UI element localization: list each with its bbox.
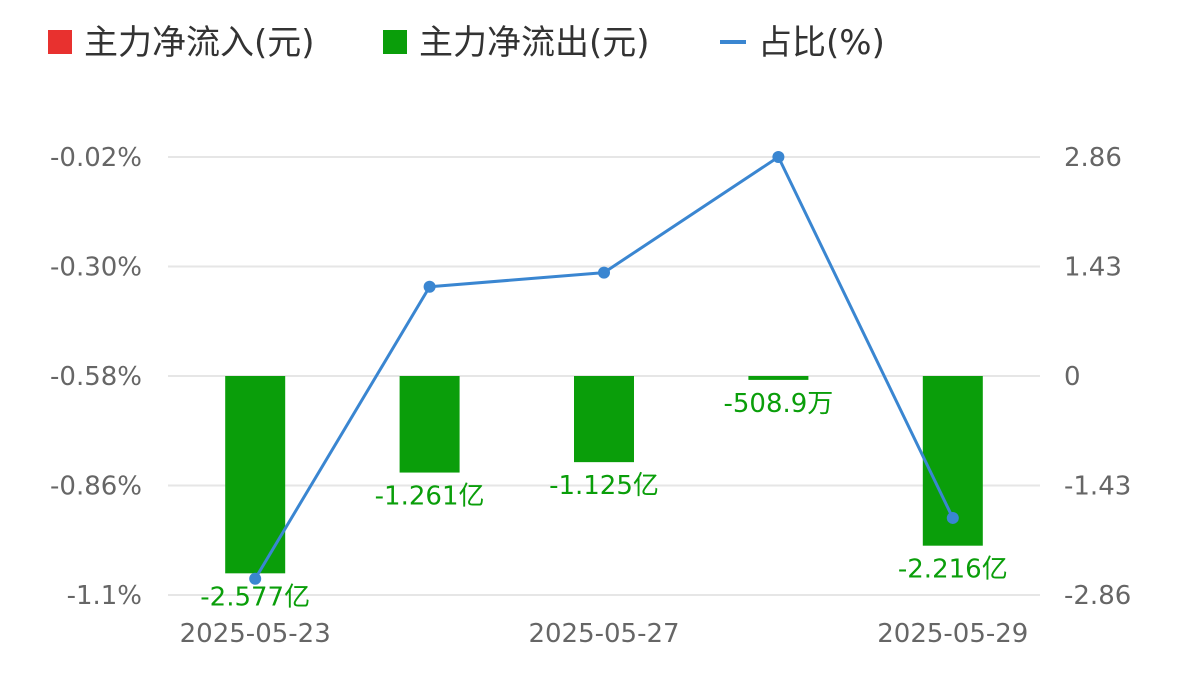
bar <box>748 376 809 380</box>
ratio-point <box>772 151 785 163</box>
bar <box>399 376 460 473</box>
bar-value-label: -1.261亿 <box>375 482 485 512</box>
left-tick-label: -0.02% <box>50 143 142 173</box>
bar-value-label: -2.216亿 <box>898 555 1008 585</box>
left-tick-label: -0.86% <box>50 472 142 502</box>
left-tick-label: -0.30% <box>50 253 142 283</box>
bar-labels: -2.577亿 -1.261亿 -1.125亿 -508.9万 -2.216亿 <box>200 389 1007 612</box>
left-tick-label: -1.1% <box>67 581 142 611</box>
right-axis: 2.86 1.43 0 -1.43 -2.86 <box>1064 143 1131 611</box>
left-axis: -0.02% -0.30% -0.58% -0.86% -1.1% <box>50 143 142 611</box>
gridlines <box>168 156 1040 596</box>
right-tick-label: -2.86 <box>1064 581 1131 611</box>
ratio-point <box>946 511 959 524</box>
bar <box>225 376 286 574</box>
ratio-line <box>253 155 955 580</box>
bar-value-label: -1.125亿 <box>549 471 659 501</box>
bar-series <box>225 376 983 574</box>
right-tick-label: -1.43 <box>1064 472 1131 502</box>
x-tick-label: 2025-05-29 <box>877 619 1028 649</box>
ratio-point <box>423 280 436 293</box>
right-tick-label: 0 <box>1064 362 1081 392</box>
bar-value-label: -2.577亿 <box>200 582 310 612</box>
legend-ratio-label: 占比(%) <box>758 23 885 63</box>
left-tick-label: -0.58% <box>50 362 142 392</box>
right-tick-label: 1.43 <box>1064 253 1122 283</box>
legend-outflow-swatch <box>383 30 407 54</box>
ratio-point <box>598 266 610 279</box>
legend-inflow-swatch <box>48 30 72 54</box>
bar <box>574 376 634 463</box>
x-tick-label: 2025-05-27 <box>528 619 679 649</box>
ratio-point <box>249 572 262 585</box>
x-tick-label: 2025-05-23 <box>180 619 331 649</box>
bar-value-label: -508.9万 <box>723 389 833 419</box>
legend-outflow-label: 主力净流出(元) <box>419 23 650 63</box>
ratio-line-series <box>249 151 959 585</box>
x-axis: 2025-05-23 2025-05-27 2025-05-29 <box>180 619 1029 649</box>
legend: 主力净流入(元) 主力净流出(元) 占比(%) <box>48 23 885 63</box>
right-tick-label: 2.86 <box>1064 143 1122 173</box>
legend-inflow-label: 主力净流入(元) <box>84 23 315 63</box>
